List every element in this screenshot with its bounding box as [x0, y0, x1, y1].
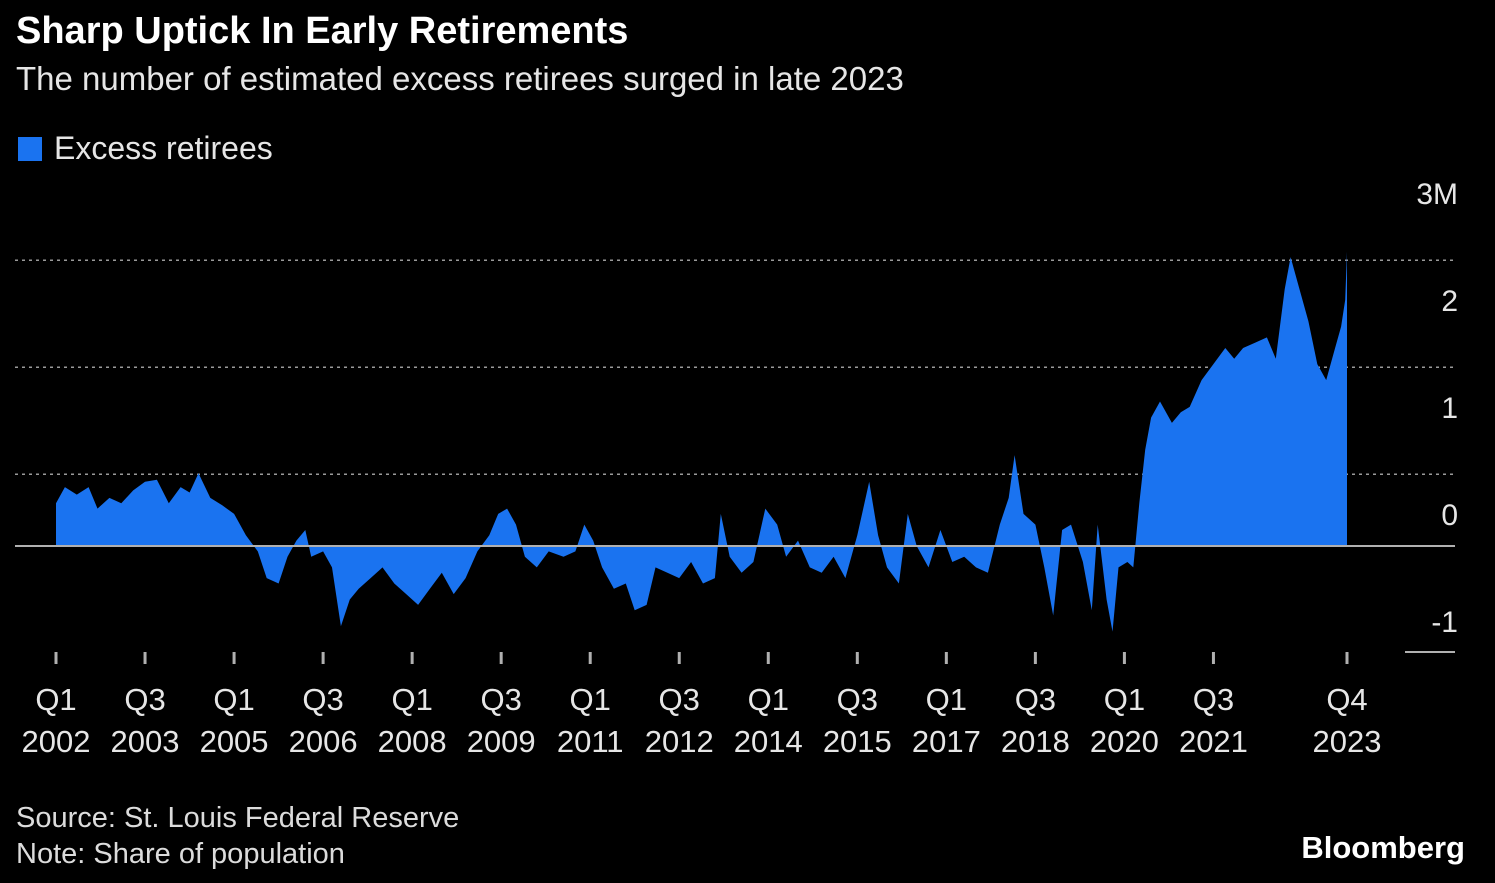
x-tick-label-quarter: Q3 [302, 682, 343, 717]
x-tick-label-quarter: Q3 [837, 682, 878, 717]
source-note: Source: St. Louis Federal Reserve [16, 802, 460, 834]
x-tick-label-year: 2009 [467, 724, 536, 759]
x-tick-label-year: 2012 [645, 724, 714, 759]
x-tick-label-year: 2008 [378, 724, 447, 759]
chart-title: Sharp Uptick In Early Retirements [16, 10, 629, 52]
x-tick-label-year: 2002 [22, 724, 91, 759]
x-tick-label-year: 2003 [111, 724, 180, 759]
x-tick-label-year: 2023 [1313, 724, 1382, 759]
x-tick-label-quarter: Q3 [1193, 682, 1234, 717]
x-tick-label-quarter: Q3 [480, 682, 521, 717]
x-tick-label-year: 2006 [289, 724, 358, 759]
x-tick-label-quarter: Q1 [213, 682, 254, 717]
x-tick-label-quarter: Q1 [35, 682, 76, 717]
x-tick-label-year: 2011 [557, 724, 624, 759]
x-tick-label-year: 2014 [734, 724, 803, 759]
x-tick-label-quarter: Q1 [570, 682, 611, 717]
x-tick-label-quarter: Q1 [926, 682, 967, 717]
y-tick-label: 0 [1441, 499, 1458, 532]
x-tick-label-year: 2005 [200, 724, 269, 759]
x-tick-label-quarter: Q4 [1326, 682, 1367, 717]
x-tick-label-quarter: Q3 [1015, 682, 1056, 717]
x-tick-label-year: 2021 [1179, 724, 1248, 759]
y-tick-label: 3M [1416, 178, 1458, 211]
footnote: Note: Share of population [16, 838, 345, 870]
x-tick-label-quarter: Q3 [659, 682, 700, 717]
legend-swatch [18, 136, 42, 161]
bloomberg-logo: Bloomberg [1301, 830, 1465, 865]
y-tick-label: 1 [1441, 392, 1458, 425]
x-tick-label-year: 2018 [1001, 724, 1070, 759]
x-tick-label-year: 2020 [1090, 724, 1159, 759]
x-tick-label-year: 2015 [823, 724, 892, 759]
legend: Excess retirees [18, 130, 273, 167]
chart-subtitle: The number of estimated excess retirees … [16, 60, 904, 97]
y-tick-label: 2 [1441, 285, 1458, 318]
y-tick-label: -1 [1431, 606, 1458, 639]
x-tick-label-quarter: Q3 [124, 682, 165, 717]
series-area-excess-retirees [56, 251, 1347, 632]
x-tick-label-quarter: Q1 [1104, 682, 1145, 717]
x-tick-label-quarter: Q1 [391, 682, 432, 717]
legend-label: Excess retirees [54, 130, 273, 166]
x-tick-label-quarter: Q1 [748, 682, 789, 717]
x-tick-label-year: 2017 [912, 724, 981, 759]
